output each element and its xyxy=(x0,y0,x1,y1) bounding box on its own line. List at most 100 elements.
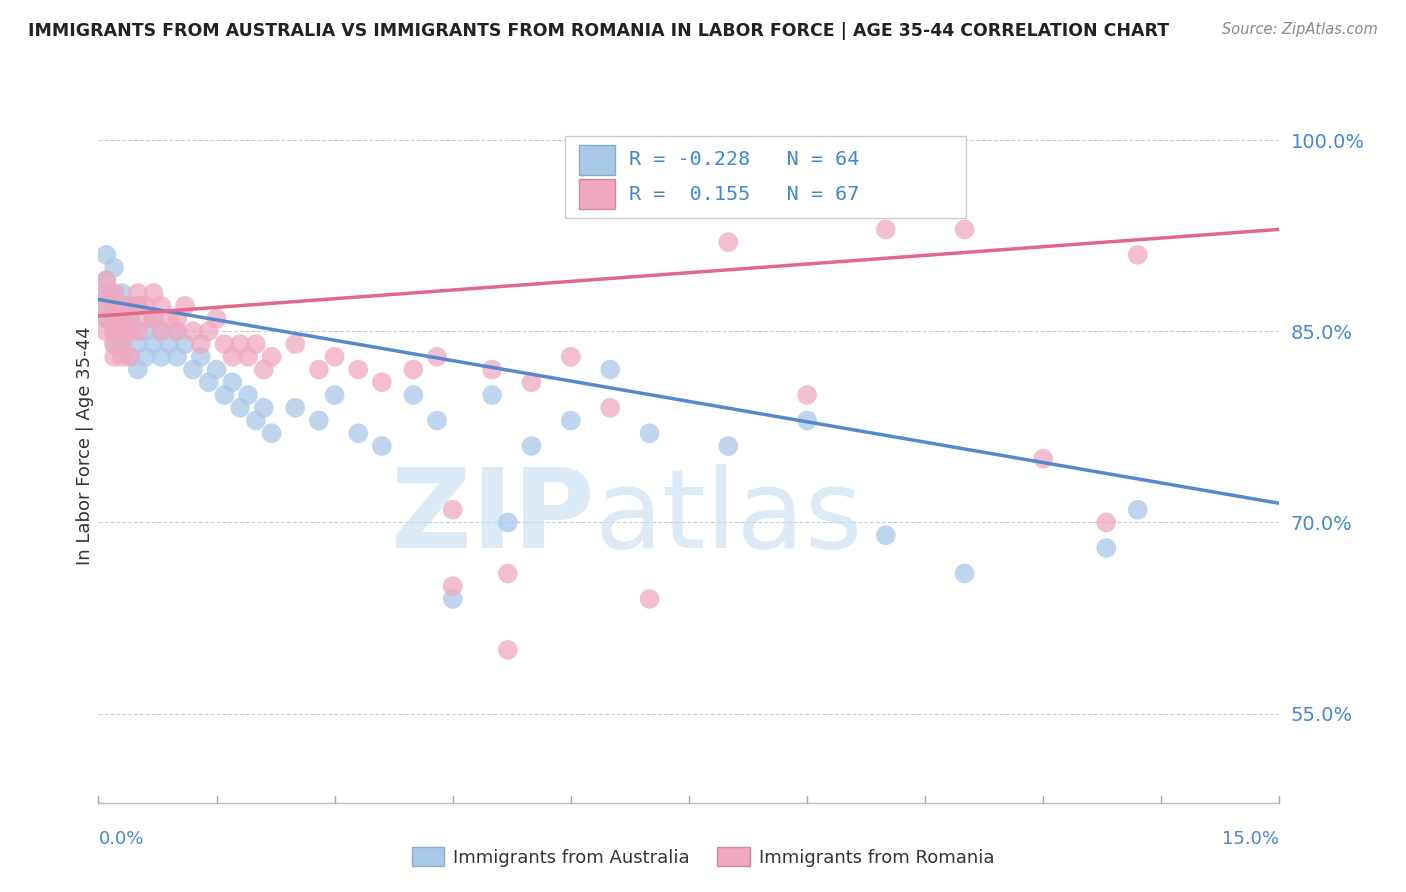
Y-axis label: In Labor Force | Age 35-44: In Labor Force | Age 35-44 xyxy=(76,326,94,566)
Point xyxy=(96,286,118,301)
Point xyxy=(197,376,219,390)
Point xyxy=(1095,516,1118,530)
Point xyxy=(166,324,188,338)
Point xyxy=(103,324,125,338)
Point xyxy=(1095,541,1118,555)
Point xyxy=(426,413,449,427)
Point xyxy=(118,350,141,364)
Point xyxy=(127,337,149,351)
Point xyxy=(150,299,173,313)
Point xyxy=(638,426,661,441)
Point xyxy=(111,350,134,364)
Point xyxy=(441,502,464,516)
Point xyxy=(181,324,204,338)
Legend: Immigrants from Australia, Immigrants from Romania: Immigrants from Australia, Immigrants fr… xyxy=(405,840,1001,874)
Point xyxy=(221,376,243,390)
Point xyxy=(308,362,330,376)
Point xyxy=(103,311,125,326)
Point xyxy=(127,286,149,301)
Point xyxy=(496,566,519,581)
Point xyxy=(111,337,134,351)
Text: 15.0%: 15.0% xyxy=(1222,830,1279,848)
Point xyxy=(796,413,818,427)
Point xyxy=(157,311,180,326)
Point xyxy=(96,273,118,287)
Point xyxy=(520,376,543,390)
Text: ZIP: ZIP xyxy=(391,464,595,571)
Point xyxy=(103,286,125,301)
Point xyxy=(103,299,125,313)
Point xyxy=(157,337,180,351)
Point xyxy=(323,388,346,402)
Point xyxy=(426,350,449,364)
Point xyxy=(205,362,228,376)
Point xyxy=(118,324,141,338)
Point xyxy=(103,337,125,351)
Point xyxy=(520,439,543,453)
Point xyxy=(402,388,425,402)
Point xyxy=(150,324,173,338)
Point xyxy=(135,324,157,338)
Point xyxy=(253,362,276,376)
Point xyxy=(96,324,118,338)
Point xyxy=(221,350,243,364)
Point xyxy=(135,311,157,326)
Text: R =  0.155   N = 67: R = 0.155 N = 67 xyxy=(628,185,859,203)
Point xyxy=(599,401,621,415)
Point xyxy=(111,299,134,313)
Point xyxy=(371,376,394,390)
Point xyxy=(260,426,283,441)
Point xyxy=(481,362,503,376)
Point xyxy=(166,350,188,364)
Point xyxy=(111,337,134,351)
Point xyxy=(197,324,219,338)
Point xyxy=(236,388,259,402)
Point xyxy=(1126,248,1149,262)
Point xyxy=(441,579,464,593)
Point xyxy=(284,401,307,415)
Point xyxy=(1126,502,1149,516)
Point xyxy=(796,388,818,402)
Point xyxy=(174,299,197,313)
Point xyxy=(371,439,394,453)
Point xyxy=(127,299,149,313)
Point xyxy=(214,337,236,351)
Point xyxy=(205,311,228,326)
Point xyxy=(118,299,141,313)
Point xyxy=(190,350,212,364)
Point xyxy=(875,222,897,236)
Point xyxy=(96,248,118,262)
Point xyxy=(253,401,276,415)
Point xyxy=(481,388,503,402)
Point xyxy=(142,311,165,326)
Point xyxy=(142,311,165,326)
Point xyxy=(236,350,259,364)
Point xyxy=(560,413,582,427)
Point xyxy=(118,311,141,326)
Point xyxy=(717,235,740,249)
Point xyxy=(1032,451,1054,466)
Point xyxy=(347,426,370,441)
Point xyxy=(118,324,141,338)
Point xyxy=(560,350,582,364)
Point xyxy=(174,337,197,351)
Point xyxy=(127,362,149,376)
Point xyxy=(245,413,267,427)
Point xyxy=(150,324,173,338)
Point xyxy=(103,337,125,351)
Text: Source: ZipAtlas.com: Source: ZipAtlas.com xyxy=(1222,22,1378,37)
FancyBboxPatch shape xyxy=(579,145,614,175)
FancyBboxPatch shape xyxy=(565,136,966,218)
Point xyxy=(875,528,897,542)
Point xyxy=(323,350,346,364)
Text: 0.0%: 0.0% xyxy=(98,830,143,848)
Point xyxy=(96,299,118,313)
Text: IMMIGRANTS FROM AUSTRALIA VS IMMIGRANTS FROM ROMANIA IN LABOR FORCE | AGE 35-44 : IMMIGRANTS FROM AUSTRALIA VS IMMIGRANTS … xyxy=(28,22,1170,40)
Point xyxy=(111,324,134,338)
Point xyxy=(96,273,118,287)
Point xyxy=(127,299,149,313)
Point xyxy=(229,337,252,351)
Point xyxy=(111,311,134,326)
Point xyxy=(496,643,519,657)
Point xyxy=(135,350,157,364)
